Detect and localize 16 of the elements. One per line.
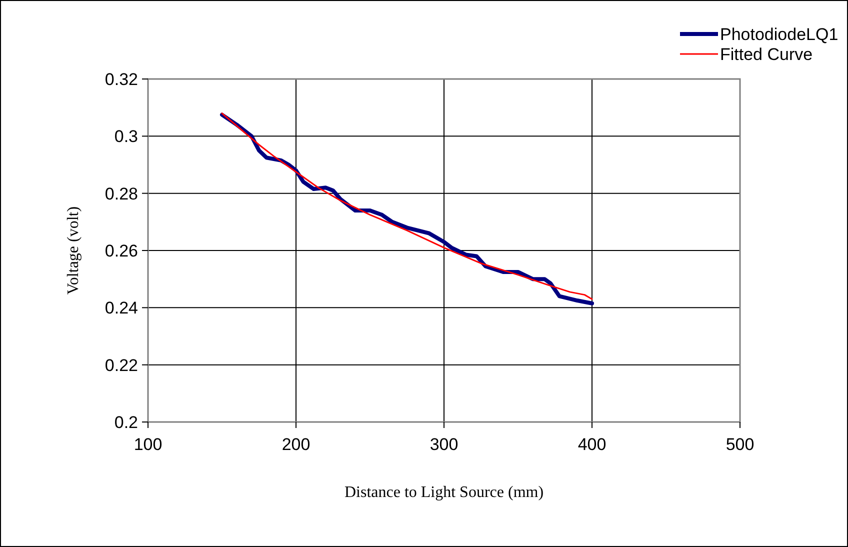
legend-label: PhotodiodeLQ1: [720, 24, 838, 44]
legend-label: Fitted Curve: [720, 44, 813, 64]
x-tick-label: 200: [282, 435, 310, 454]
y-tick-label: 0.24: [104, 298, 138, 318]
y-tick-label: 0.28: [104, 184, 138, 204]
x-tick-label: 400: [578, 435, 606, 454]
y-axis-title: Voltage (volt): [65, 206, 82, 295]
y-tick-label: 0.32: [104, 70, 138, 89]
x-axis-title: Distance to Light Source (mm): [344, 484, 544, 501]
x-tick-label: 100: [134, 435, 162, 454]
y-tick-label: 0.3: [114, 127, 138, 146]
x-tick-label: 500: [726, 435, 754, 454]
y-tick-label: 0.2: [114, 412, 138, 432]
y-tick-label: 0.26: [104, 241, 138, 260]
x-tick-label: 300: [430, 435, 458, 454]
y-tick-label: 0.22: [104, 356, 138, 375]
